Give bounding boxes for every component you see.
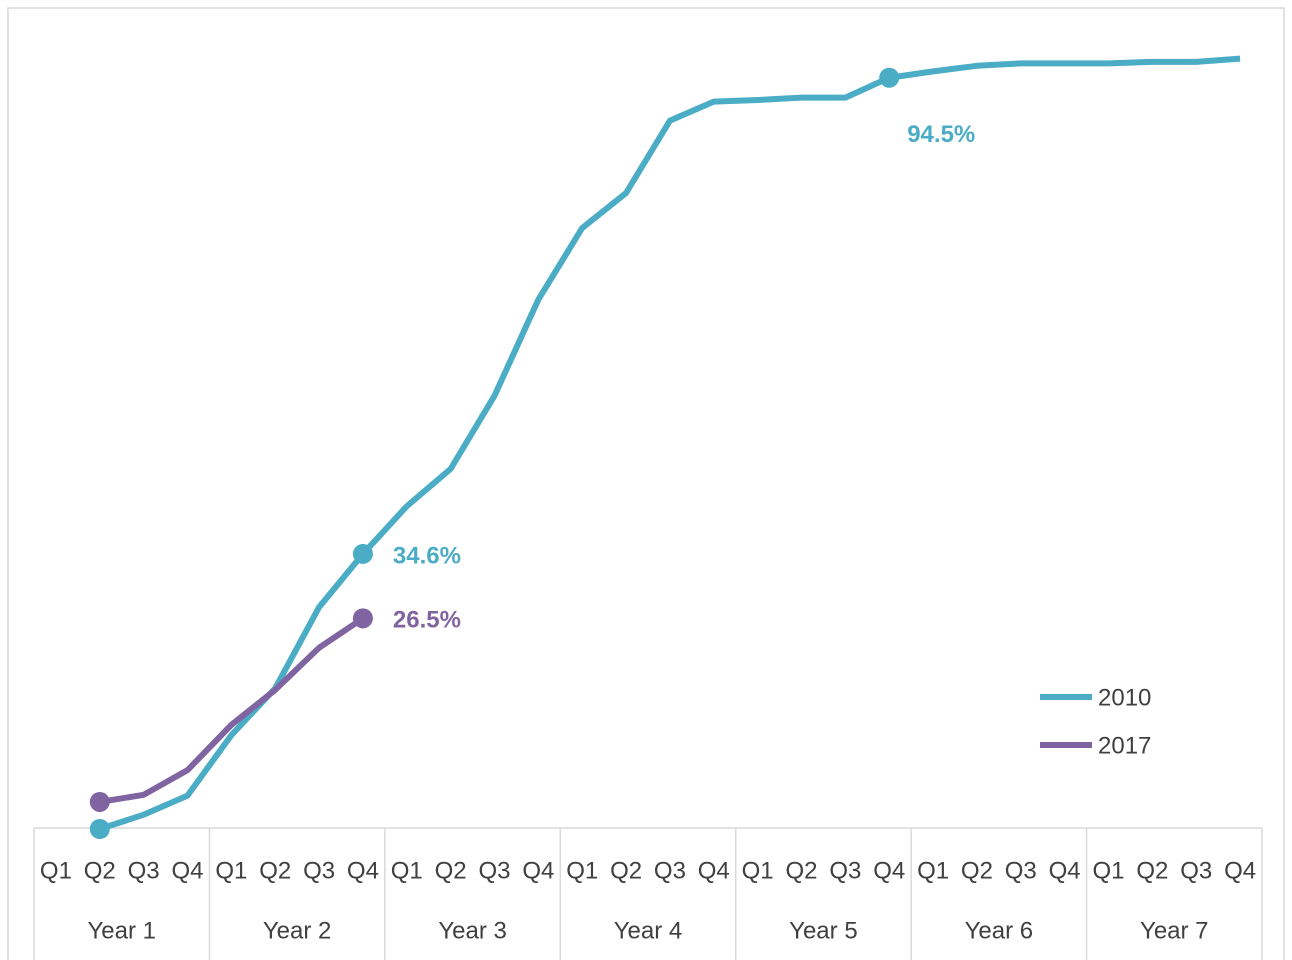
x-tick-label: Q1 bbox=[917, 857, 949, 884]
point-marker bbox=[352, 543, 373, 564]
point-marker bbox=[352, 608, 373, 629]
legend-label: 2010 bbox=[1098, 684, 1151, 711]
x-tick-label: Q1 bbox=[215, 857, 247, 884]
x-tick-label: Q3 bbox=[303, 857, 335, 884]
x-tick-label: Q4 bbox=[522, 857, 554, 884]
x-group-label: Year 2 bbox=[263, 917, 332, 944]
x-group-label: Year 6 bbox=[965, 917, 1034, 944]
x-tick-label: Q4 bbox=[1224, 857, 1256, 884]
x-tick-label: Q3 bbox=[478, 857, 510, 884]
x-tick-label: Q4 bbox=[171, 857, 203, 884]
x-group-label: Year 3 bbox=[438, 917, 507, 944]
x-tick-label: Q2 bbox=[259, 857, 291, 884]
x-tick-label: Q1 bbox=[40, 857, 72, 884]
x-tick-label: Q4 bbox=[1049, 857, 1081, 884]
point-marker bbox=[89, 819, 110, 839]
data-label: 34.6% bbox=[393, 542, 461, 569]
x-tick-label: Q3 bbox=[829, 857, 861, 884]
series-line bbox=[99, 615, 365, 805]
x-tick-label: Q1 bbox=[742, 857, 774, 884]
x-group-label: Year 5 bbox=[789, 917, 858, 944]
x-tick-label: Q4 bbox=[698, 857, 730, 884]
point-marker bbox=[879, 67, 900, 88]
x-tick-label: Q2 bbox=[1136, 857, 1168, 884]
x-tick-label: Q3 bbox=[128, 857, 160, 884]
x-tick-label: Q4 bbox=[347, 857, 379, 884]
x-tick-label: Q3 bbox=[654, 857, 686, 884]
point-marker bbox=[89, 791, 110, 812]
x-tick-label: Q2 bbox=[435, 857, 467, 884]
x-tick-label: Q4 bbox=[873, 857, 905, 884]
chart-border bbox=[7, 7, 1285, 960]
data-label: 94.5% bbox=[907, 121, 975, 148]
x-tick-label: Q1 bbox=[566, 857, 598, 884]
x-tick-label: Q2 bbox=[961, 857, 993, 884]
x-tick-label: Q2 bbox=[785, 857, 817, 884]
x-group-label: Year 7 bbox=[1140, 917, 1209, 944]
x-group-label: Year 4 bbox=[614, 917, 683, 944]
x-tick-label: Q1 bbox=[1092, 857, 1124, 884]
x-tick-label: Q2 bbox=[610, 857, 642, 884]
x-group-label: Year 1 bbox=[87, 917, 156, 944]
x-tick-label: Q1 bbox=[391, 857, 423, 884]
legend-label: 2017 bbox=[1098, 732, 1151, 759]
x-tick-label: Q2 bbox=[84, 857, 116, 884]
data-label: 26.5% bbox=[393, 607, 461, 634]
x-tick-label: Q3 bbox=[1180, 857, 1212, 884]
x-tick-label: Q3 bbox=[1005, 857, 1037, 884]
series-line bbox=[98, 55, 1241, 832]
